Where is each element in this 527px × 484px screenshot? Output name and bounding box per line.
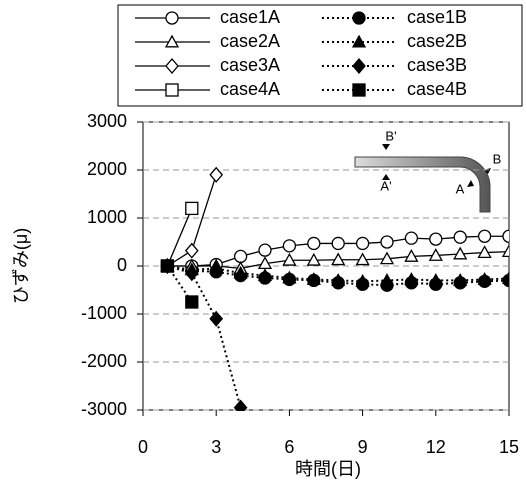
data-point [453, 246, 468, 260]
data-point [233, 249, 248, 264]
data-point [501, 244, 509, 258]
legend-box [117, 4, 523, 107]
data-point [429, 232, 443, 246]
plot-area [160, 166, 509, 411]
legend-marker [164, 34, 180, 48]
y-tick-label: 3000 [87, 111, 127, 131]
data-point [209, 261, 224, 274]
y-tick-label: 0 [117, 255, 127, 275]
data-point [404, 249, 419, 262]
data-point [209, 310, 224, 327]
data-point [477, 229, 492, 243]
y-tick-label: -1000 [81, 303, 127, 323]
x-tick-label: 15 [499, 437, 519, 457]
x-tick-label: 3 [211, 437, 221, 457]
x-axis-label: 時間(日) [295, 459, 361, 479]
x-tick-label: 9 [358, 437, 368, 457]
data-point [502, 229, 509, 243]
data-point [306, 272, 321, 285]
data-point [282, 270, 297, 284]
annotation: A' [380, 178, 391, 193]
legend-label: case2B [407, 31, 467, 51]
data-point [233, 265, 248, 279]
y-tick-label: -2000 [81, 351, 127, 371]
annotation: A [456, 181, 465, 196]
data-point [477, 245, 492, 259]
data-point [331, 236, 345, 251]
data-point [209, 166, 224, 183]
data-point [355, 252, 370, 266]
legend-marker [165, 58, 179, 74]
annotation: B' [385, 128, 396, 143]
data-point [184, 242, 199, 259]
data-point [185, 295, 199, 309]
data-point [282, 252, 297, 266]
data-point [355, 236, 370, 251]
data-point [331, 252, 346, 266]
data-point [428, 273, 443, 286]
data-point [282, 239, 297, 253]
legend-label: case3B [407, 55, 467, 75]
data-point [160, 259, 175, 273]
data-point [257, 268, 273, 282]
legend-label: case3A [220, 55, 280, 75]
y-axis-label: ひずみ(μ) [11, 228, 31, 304]
data-point [453, 230, 467, 244]
data-point [404, 231, 419, 245]
legend-label: case4B [407, 79, 467, 99]
legend-marker [352, 58, 366, 74]
x-tick-label: 6 [284, 437, 294, 457]
y-tick-label: 2000 [87, 159, 127, 179]
legend-marker [352, 11, 366, 25]
legend-marker [352, 83, 366, 97]
data-point [379, 273, 395, 286]
legend-label: case1B [407, 7, 467, 27]
data-point [184, 265, 199, 282]
legend-label: case2A [220, 31, 280, 51]
data-point [307, 236, 321, 251]
data-point [379, 251, 395, 265]
data-point [453, 273, 468, 286]
data-point [233, 399, 248, 411]
annotation: B [493, 151, 502, 166]
series-line [166, 208, 193, 267]
data-point [428, 248, 443, 261]
legend-label: case1A [220, 7, 280, 27]
y-tick-label: -3000 [81, 399, 127, 419]
data-point [258, 243, 272, 257]
series-line [167, 265, 242, 408]
legend-label: case4A [220, 79, 280, 99]
data-point [477, 272, 492, 285]
legend-marker [165, 11, 179, 25]
data-point [331, 273, 346, 286]
data-point [185, 201, 199, 216]
legend-marker [165, 83, 179, 97]
x-tick-label: 0 [138, 437, 148, 457]
x-tick-label: 12 [426, 437, 446, 457]
data-point [380, 235, 394, 249]
data-point [404, 272, 419, 285]
y-tick-label: 1000 [87, 207, 127, 227]
data-point [306, 252, 321, 266]
data-point [501, 271, 509, 284]
legend-marker [351, 34, 367, 48]
data-point [355, 274, 370, 287]
inset-diagram [354, 144, 491, 213]
